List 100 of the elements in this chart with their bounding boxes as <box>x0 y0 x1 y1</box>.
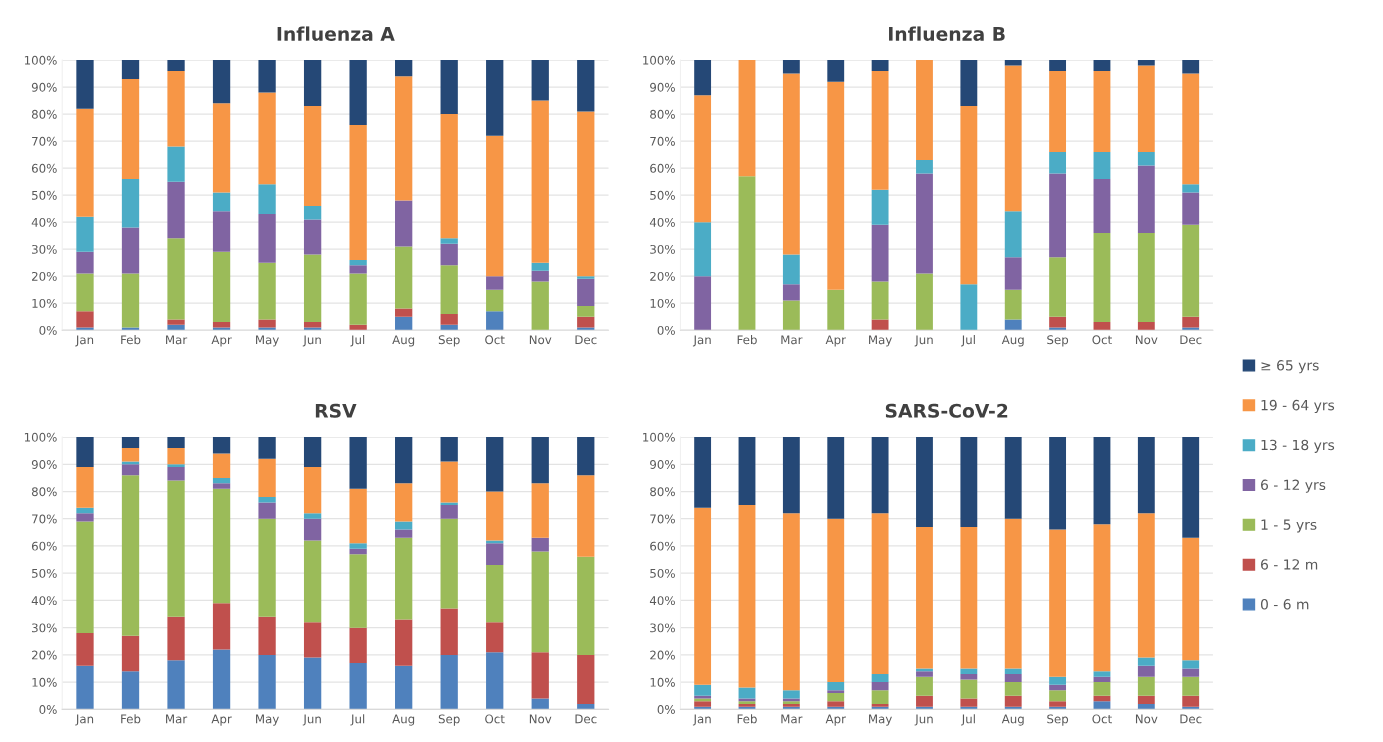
bar <box>871 319 889 331</box>
bar <box>121 227 140 274</box>
bar <box>212 453 231 478</box>
x-tick-label: Dec <box>575 335 597 345</box>
bar <box>871 690 889 704</box>
bar <box>1137 232 1155 323</box>
bar <box>212 192 231 212</box>
y-tick-label: 60% <box>650 163 675 173</box>
x-tick-label: May <box>256 335 279 347</box>
x-tick-label: Aug <box>1001 714 1024 726</box>
bar <box>1093 178 1111 233</box>
bar <box>1093 671 1111 677</box>
x-tick-label: Oct <box>485 714 505 724</box>
y-tick-label: 20% <box>650 271 675 281</box>
bar <box>1182 660 1200 669</box>
x-tick-label: Sep <box>1047 714 1069 726</box>
legend-label: 6 - 12 yrs <box>1261 479 1326 493</box>
bar <box>916 160 933 174</box>
legend-label: 19 - 64 yrs <box>1261 399 1335 414</box>
bar <box>531 437 549 484</box>
bar <box>782 254 800 285</box>
bar <box>738 60 756 177</box>
bar <box>76 665 94 710</box>
bar <box>1137 703 1155 710</box>
bar <box>738 437 756 506</box>
bar <box>694 222 712 277</box>
bar <box>1049 151 1067 174</box>
bar <box>212 103 231 193</box>
bar <box>167 238 185 320</box>
bar <box>871 70 889 190</box>
bar <box>349 60 367 125</box>
bar <box>1093 524 1111 672</box>
bar <box>916 676 933 696</box>
bar <box>577 437 595 476</box>
bar <box>486 652 504 710</box>
chart-title: Influenza A <box>277 26 395 41</box>
bar <box>76 633 94 666</box>
bar <box>531 551 549 653</box>
bar <box>577 305 595 317</box>
y-tick-label: 0% <box>39 325 57 335</box>
y-tick-label: 40% <box>649 596 675 606</box>
bar <box>395 521 413 530</box>
bar <box>76 108 94 217</box>
bar <box>167 181 185 239</box>
bar <box>258 262 276 320</box>
y-tick-label: 90% <box>650 82 675 92</box>
y-tick-label: 40% <box>31 596 57 606</box>
bar <box>1182 668 1200 677</box>
bar <box>76 273 94 312</box>
bar <box>395 60 413 77</box>
bar <box>121 273 140 328</box>
bar <box>1093 437 1111 525</box>
bar <box>1004 65 1022 212</box>
x-tick-label: Dec <box>1180 714 1202 724</box>
bar <box>303 540 322 623</box>
bar <box>395 316 413 331</box>
bar <box>871 281 889 320</box>
bar <box>916 671 933 677</box>
chart-title: RSV <box>315 403 357 418</box>
x-tick-label: Apr <box>211 335 232 347</box>
x-tick-label: Feb <box>121 714 141 724</box>
x-tick-label: Jun <box>302 335 321 347</box>
y-tick-label: 20% <box>32 650 57 660</box>
x-tick-label: Jul <box>961 335 975 347</box>
bar <box>395 246 413 309</box>
bar <box>577 60 595 112</box>
bar <box>212 211 231 252</box>
bar <box>1004 682 1022 696</box>
bar <box>395 529 413 538</box>
bar <box>782 690 800 699</box>
bar <box>258 60 276 93</box>
bar <box>258 92 276 185</box>
y-tick-label: 30% <box>32 244 57 254</box>
bar <box>960 526 978 669</box>
y-tick-label: 60% <box>650 541 675 551</box>
bar <box>258 319 276 328</box>
bar <box>531 270 549 282</box>
bar <box>871 60 889 71</box>
bar <box>440 654 458 710</box>
bar <box>1093 322 1111 331</box>
x-tick-label: Feb <box>121 335 141 345</box>
x-tick-label: Mar <box>781 335 803 345</box>
bar <box>1182 676 1200 696</box>
y-tick-label: 10% <box>32 298 57 308</box>
bar <box>395 483 413 522</box>
bar <box>486 543 504 566</box>
x-tick-label: Apr <box>211 714 232 726</box>
bar <box>121 437 140 448</box>
bar <box>1137 695 1155 704</box>
x-tick-label: Jul <box>350 714 365 726</box>
bar <box>694 276 712 331</box>
legend-label: 1 - 5 yrs <box>1261 519 1317 533</box>
y-tick-label: 60% <box>31 163 57 173</box>
bar <box>960 673 978 680</box>
y-tick-label: 50% <box>650 568 675 578</box>
bar <box>1049 690 1067 702</box>
bar <box>1093 151 1111 179</box>
bar <box>258 616 276 655</box>
x-tick-label: Mar <box>166 335 188 345</box>
bar <box>1049 684 1067 691</box>
